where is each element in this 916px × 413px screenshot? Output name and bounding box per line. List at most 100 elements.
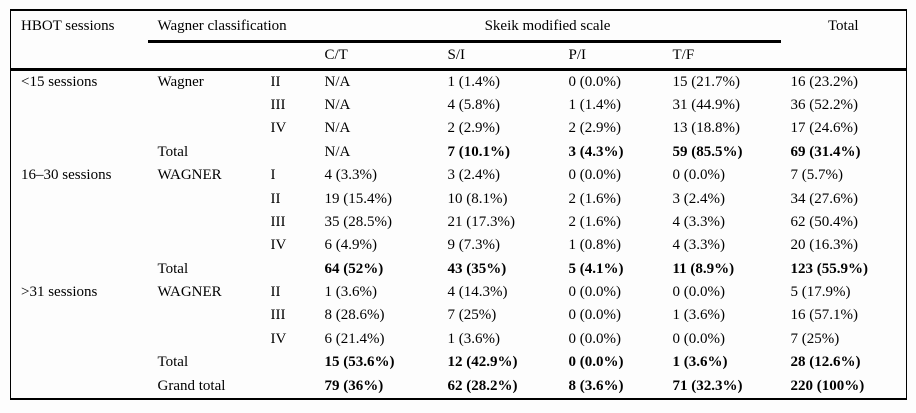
group-header-row: HBOT sessions Wagner classification Skei… (10, 10, 907, 71)
col-header-tf: T/F (662, 41, 781, 71)
table-cell: 36 (52.2%) (790, 97, 859, 114)
table-header: HBOT sessions Wagner classification Skei… (10, 10, 907, 71)
table-cell: III (270, 213, 286, 230)
table-cell: 1 (1.4%) (447, 73, 501, 90)
table-cell: 15 (21.7%) (672, 73, 741, 90)
table-cell: I (270, 167, 276, 184)
col-header-hbot-sessions: HBOT sessions (10, 10, 148, 71)
table-cell: 4 (5.8%) (447, 97, 501, 114)
table-cell: 1 (0.8%) (568, 237, 622, 254)
table-cell: 35 (28.5%) (324, 213, 393, 230)
table-cell (11, 304, 148, 327)
table-cell: 0 (0.0%) (568, 354, 624, 371)
table-cell: Total (157, 260, 189, 277)
table-cell (11, 374, 148, 399)
col-header-pi: P/I (558, 41, 663, 71)
table-cell: 7 (25%) (447, 307, 497, 324)
table-cell (148, 187, 261, 210)
table-cell: 15 (53.6%) (324, 354, 395, 371)
table-row: III 35 (28.5%) 21 (17.3%) 2 (1.6%) 4 (3.3%) 6… (11, 211, 907, 234)
table-cell: 16 (23.2%) (790, 73, 859, 90)
table-row: Grand total 79 (36%) 62 (28.2%) 8 (3.6%) 71 … (11, 374, 907, 399)
table-row: Total N/A 7 (10.1%) 3 (4.3%) 59 (85.5%) 69 (3… (11, 141, 907, 164)
table-cell: 71 (32.3%) (672, 377, 743, 394)
table-cell: 8 (3.6%) (568, 377, 624, 394)
table-cell: 0 (0.0%) (568, 307, 622, 324)
table-cell: 8 (28.6%) (324, 307, 385, 324)
table-cell: III (270, 97, 286, 114)
table-cell: 62 (28.2%) (447, 377, 518, 394)
table-body: <15 sessions Wagner II N/A 1 (1.4%) 0 (0.0%) 1… (11, 69, 907, 399)
table-cell: 0 (0.0%) (568, 330, 622, 347)
col-header-si: S/I (437, 41, 559, 71)
table-cell: 13 (18.8%) (672, 120, 741, 137)
table-cell: II (270, 190, 281, 207)
table-cell: 12 (42.9%) (447, 354, 518, 371)
table-cell (261, 374, 315, 399)
table-cell: 9 (7.3%) (447, 237, 501, 254)
table-cell: 79 (36%) (324, 377, 384, 394)
table-cell: 7 (10.1%) (447, 143, 511, 160)
table-cell: 3 (2.4%) (672, 190, 726, 207)
subheader-spacer (147, 41, 261, 71)
table-cell (11, 117, 148, 140)
table-cell: 0 (0.0%) (568, 167, 622, 184)
table-cell: 3 (2.4%) (447, 167, 501, 184)
table-cell: 4 (3.3%) (672, 213, 726, 230)
table-cell (148, 117, 261, 140)
table-cell: 2 (2.9%) (447, 120, 501, 137)
table-cell: III (270, 307, 286, 324)
table-row: IV 6 (21.4%) 1 (3.6%) 0 (0.0%) 0 (0.0%) 7 (25… (11, 328, 907, 351)
table-cell: 0 (0.0%) (568, 73, 622, 90)
table-cell: 0 (0.0%) (672, 284, 726, 301)
table-cell (11, 187, 148, 210)
table-cell: IV (270, 120, 287, 137)
table-cell: 1 (3.6%) (672, 307, 726, 324)
table-cell: 1 (1.4%) (568, 97, 622, 114)
table-cell (261, 351, 315, 374)
table-row: II 19 (15.4%) 10 (8.1%) 2 (1.6%) 3 (2.4%) 34 … (11, 187, 907, 210)
table-cell: N/A (324, 73, 351, 90)
table-cell: IV (270, 237, 287, 254)
table-cell: 123 (55.9%) (790, 260, 869, 277)
table-row: Total 15 (53.6%) 12 (42.9%) 0 (0.0%) 1 (3.6%… (11, 351, 907, 374)
table-cell: 0 (0.0%) (672, 330, 726, 347)
table-cell: 59 (85.5%) (672, 143, 743, 160)
table-cell: 7 (5.7%) (790, 167, 844, 184)
table-cell: II (270, 284, 281, 301)
table-cell (148, 304, 261, 327)
table-cell: 1 (3.6%) (672, 354, 728, 371)
table-cell: 3 (4.3%) (568, 143, 624, 160)
table-cell: N/A (324, 97, 351, 114)
table-cell: 220 (100%) (790, 377, 865, 394)
table-cell (11, 141, 148, 164)
table-cell: Total (157, 354, 189, 371)
table-cell (11, 94, 148, 117)
table-cell: 0 (0.0%) (672, 167, 726, 184)
table-cell: 19 (15.4%) (324, 190, 393, 207)
table-row: <15 sessions Wagner II N/A 1 (1.4%) 0 (0.0%) 1… (11, 69, 907, 94)
table-cell: 4 (3.3%) (324, 167, 378, 184)
table-cell: 4 (14.3%) (447, 284, 508, 301)
table-cell: 2 (2.9%) (568, 120, 622, 137)
table-cell: 2 (1.6%) (568, 190, 622, 207)
table-cell (148, 211, 261, 234)
table-cell: 62 (50.4%) (790, 213, 859, 230)
table-cell: 28 (12.6%) (790, 354, 861, 371)
table-cell: 16–30 sessions (21, 167, 112, 184)
table-cell (261, 141, 315, 164)
table-cell: 43 (35%) (447, 260, 507, 277)
table-cell: Grand total (157, 377, 226, 394)
table-cell: N/A (324, 143, 351, 160)
table-cell: 4 (3.3%) (672, 237, 726, 254)
table-cell (11, 211, 148, 234)
col-header-total: Total (780, 10, 907, 71)
table-row: Total 64 (52%) 43 (35%) 5 (4.1%) 11 (8.9%) 12… (11, 258, 907, 281)
table-cell: 1 (3.6%) (324, 284, 378, 301)
col-header-skeik-modified-scale: Skeik modified scale (314, 10, 781, 43)
col-header-ct: C/T (314, 41, 438, 71)
table-cell: WAGNER (157, 167, 222, 184)
results-table: HBOT sessions Wagner classification Skei… (10, 9, 907, 400)
table-cell: 16 (57.1%) (790, 307, 859, 324)
